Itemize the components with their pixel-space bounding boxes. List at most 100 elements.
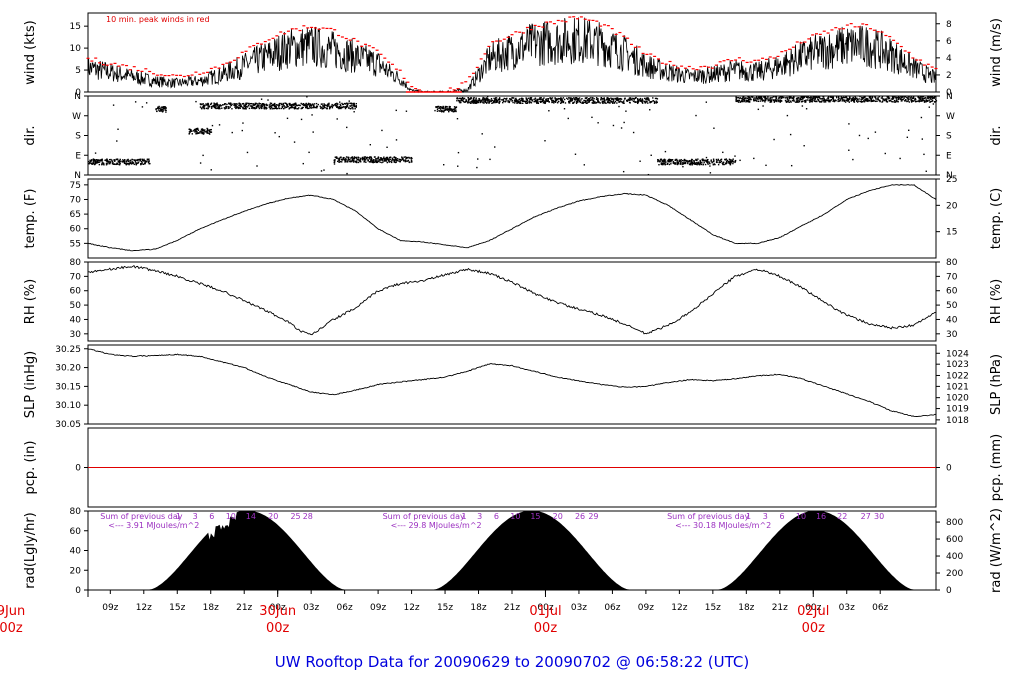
rad-tick-label-left: 60 xyxy=(70,527,82,537)
dir-point xyxy=(507,101,509,103)
dir-point xyxy=(441,107,443,109)
dir-point xyxy=(611,102,614,104)
dir-point xyxy=(263,105,265,107)
dir-point xyxy=(101,162,103,164)
dir-point xyxy=(470,97,472,100)
dir-point xyxy=(543,97,545,99)
dir-point xyxy=(104,159,106,161)
dir-point xyxy=(92,158,95,160)
dir-point xyxy=(319,105,321,108)
dir-point xyxy=(832,99,835,101)
dir-point xyxy=(852,99,854,101)
dir-point xyxy=(533,98,535,101)
dir-point xyxy=(453,109,456,111)
dir-point xyxy=(225,106,227,109)
dir-point xyxy=(294,106,297,108)
dir-point xyxy=(218,104,220,106)
dir-point xyxy=(683,158,686,161)
dir-point xyxy=(392,159,394,161)
dir-point xyxy=(773,138,775,141)
dir-point xyxy=(894,101,896,103)
rad-day-number: 6 xyxy=(779,512,784,521)
dir-point xyxy=(693,162,696,164)
dir-point xyxy=(612,97,614,100)
dir-point xyxy=(805,99,807,101)
dir-point xyxy=(663,162,665,165)
dir-point xyxy=(563,98,566,101)
dir-point xyxy=(807,99,809,101)
dir-point xyxy=(495,101,498,104)
dir-point xyxy=(339,101,341,103)
dir-point xyxy=(515,99,518,101)
dir-point xyxy=(814,100,817,103)
dir-point xyxy=(731,160,733,163)
dir-point xyxy=(218,106,221,109)
dir-point xyxy=(229,103,231,106)
dir-point xyxy=(338,161,340,163)
dir-point xyxy=(618,101,620,103)
dir-point xyxy=(352,104,354,106)
dir-point xyxy=(625,110,627,112)
wind-tick-label-right: 6 xyxy=(946,37,952,47)
dir-point xyxy=(694,163,697,165)
dir-point xyxy=(289,106,291,109)
dir-point xyxy=(482,102,484,104)
dir-point xyxy=(863,101,866,103)
dir-point xyxy=(637,101,640,103)
dir-point xyxy=(737,97,740,99)
dir-point xyxy=(294,104,296,106)
dir-point xyxy=(321,106,323,109)
dir-point xyxy=(141,161,143,164)
dir-point xyxy=(127,158,129,161)
dir-point xyxy=(805,108,808,110)
dir-point xyxy=(267,99,269,101)
dir-point xyxy=(744,97,746,99)
dir-point xyxy=(842,98,844,101)
dir-point xyxy=(386,158,388,161)
dir-point xyxy=(108,158,111,161)
dir-point xyxy=(112,104,115,106)
dir-point xyxy=(725,162,728,164)
dir-point xyxy=(338,158,340,161)
dir-point xyxy=(723,163,725,166)
dir-point xyxy=(257,104,259,107)
dir-point xyxy=(350,104,353,106)
dir-point xyxy=(602,98,604,100)
dir-point xyxy=(544,100,546,102)
dir-point xyxy=(230,104,233,107)
dir-point xyxy=(361,159,364,161)
dir-point xyxy=(333,104,336,106)
dir-point xyxy=(729,162,731,165)
dir-point xyxy=(667,159,669,162)
dir-point xyxy=(832,100,834,102)
dir-point xyxy=(461,96,464,99)
dir-point xyxy=(709,165,711,167)
rad-day-number: 1 xyxy=(461,512,466,521)
rh-tick-label-left: 70 xyxy=(70,272,82,282)
dir-point xyxy=(620,98,623,100)
dir-point xyxy=(886,98,888,100)
dir-point xyxy=(861,96,863,99)
dir-point xyxy=(246,151,249,154)
dir-point xyxy=(188,128,190,130)
dir-point xyxy=(772,99,775,101)
dir-point xyxy=(648,99,650,102)
dir-point xyxy=(456,117,459,120)
dir-point xyxy=(273,105,276,107)
dir-point xyxy=(235,107,237,110)
dir-point xyxy=(895,97,897,99)
slp-ylabel-right: SLP (hPa) xyxy=(989,354,1004,415)
dir-point xyxy=(123,162,126,165)
dir-point xyxy=(465,100,468,102)
dir-point xyxy=(485,99,488,101)
dir-point xyxy=(481,101,483,103)
dir-point xyxy=(453,106,456,108)
rad-ylabel-left: rad(Lgly/hr) xyxy=(23,512,38,588)
dir-point xyxy=(814,96,816,98)
dir-point xyxy=(628,101,631,104)
dir-point xyxy=(665,161,667,163)
dir-point xyxy=(369,143,372,146)
dir-point xyxy=(411,157,413,160)
x-hour-label: 21z xyxy=(772,603,788,613)
